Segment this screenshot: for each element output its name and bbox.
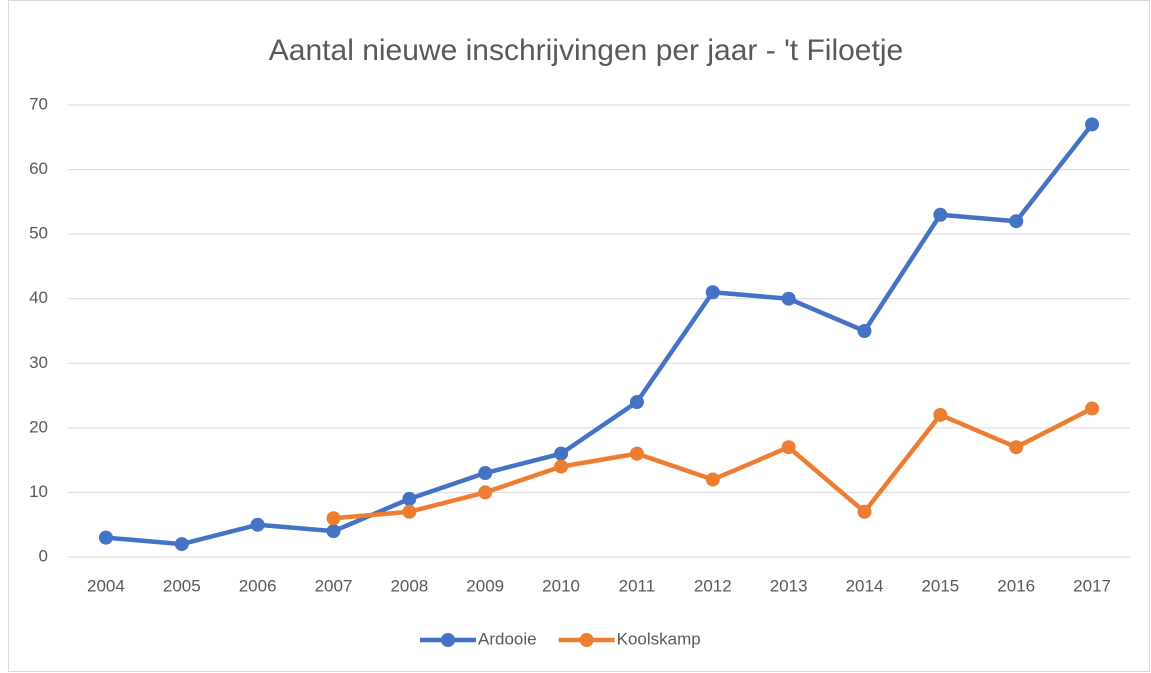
marker <box>857 324 872 338</box>
chart-border <box>8 0 1150 672</box>
y-tick-label: 70 <box>29 94 48 113</box>
chart-title: Aantal nieuwe inschrijvingen per jaar - … <box>269 34 903 67</box>
y-tick-label: 20 <box>29 417 48 436</box>
series-line <box>105 122 1094 547</box>
y-tick-label: 40 <box>29 288 48 307</box>
marker <box>478 485 493 500</box>
x-tick-label: 2017 <box>1073 576 1111 595</box>
x-tick-label: 2012 <box>694 576 732 595</box>
x-tick-label: 2013 <box>770 576 808 595</box>
marker <box>402 491 417 506</box>
marker <box>629 395 644 410</box>
marker <box>402 504 417 519</box>
marker <box>933 407 948 422</box>
x-tick-label: 2006 <box>239 576 277 595</box>
marker <box>250 517 265 532</box>
x-tick-label: 2011 <box>619 576 656 595</box>
marker <box>554 459 569 474</box>
x-tick-label: 2005 <box>163 576 201 595</box>
marker <box>705 472 720 487</box>
y-tick-label: 10 <box>29 482 48 501</box>
x-tick-label: 2016 <box>997 576 1035 595</box>
x-tick-label: 2015 <box>921 576 959 595</box>
marker <box>1009 214 1024 229</box>
marker <box>857 504 872 519</box>
x-tick-label: 2004 <box>87 576 125 595</box>
y-tick-label: 50 <box>29 224 48 243</box>
marker <box>98 530 113 545</box>
x-tick-label: 2010 <box>542 576 580 595</box>
marker <box>554 446 569 461</box>
y-tick-label: 60 <box>29 159 48 178</box>
marker <box>326 511 341 526</box>
x-tick-label: 2008 <box>390 576 428 595</box>
marker <box>933 207 948 222</box>
legend-label: Koolskamp <box>617 629 701 648</box>
x-tick-label: 2007 <box>315 576 353 595</box>
legend-marker <box>579 633 594 647</box>
y-tick-label: 0 <box>39 546 48 565</box>
x-tick-label: 2009 <box>466 576 504 595</box>
marker <box>1085 117 1100 132</box>
marker <box>1009 440 1024 455</box>
marker <box>174 537 189 552</box>
legend-label: Ardooie <box>478 629 537 648</box>
marker <box>1085 401 1100 416</box>
legend-marker <box>441 633 455 647</box>
marker <box>705 285 720 300</box>
marker <box>326 524 341 539</box>
marker <box>781 440 796 455</box>
y-tick-label: 30 <box>29 353 48 372</box>
marker <box>781 291 796 306</box>
marker <box>629 446 644 461</box>
marker <box>478 466 493 481</box>
x-tick-label: 2014 <box>846 576 884 595</box>
